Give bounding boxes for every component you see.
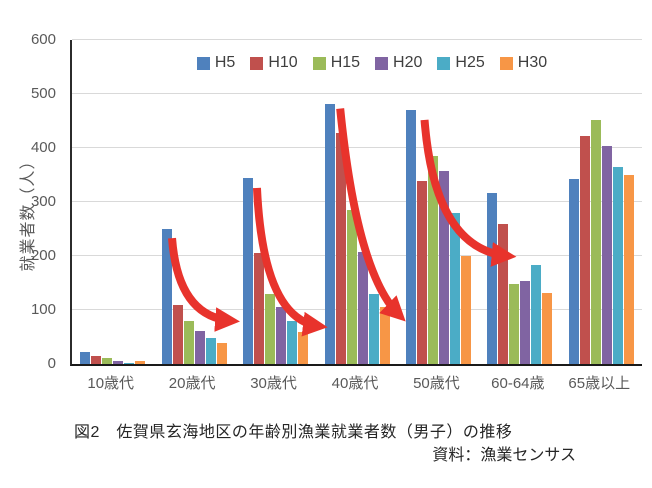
x-tick-label-40歳代: 40歳代 xyxy=(331,375,379,392)
x-tick-label-10歳代: 10歳代 xyxy=(87,375,135,392)
bar-H25-30歳代 xyxy=(287,320,298,364)
legend-label-h5: H5 xyxy=(214,54,236,71)
bar-H30-60-64歳 xyxy=(542,292,553,364)
x-tick-label-30歳代: 30歳代 xyxy=(250,375,297,392)
bar-H10-40歳代 xyxy=(335,132,346,364)
bar-H15-60-64歳 xyxy=(509,284,520,364)
x-tick-label-60-64歳: 60-64歳 xyxy=(491,375,545,392)
x-tick-label-50歳代: 50歳代 xyxy=(413,375,460,392)
gridline-400 xyxy=(72,147,642,148)
bar-H10-20歳代 xyxy=(172,304,183,364)
figure-source: 資料：漁業センサス xyxy=(432,447,576,464)
bar-H25-60-64歳 xyxy=(531,265,542,364)
legend-item-h15: H15 xyxy=(312,54,361,72)
y-tick-label-600: 600 xyxy=(30,31,56,48)
legend-swatch-h15 xyxy=(312,56,326,70)
bar-H30-50歳代 xyxy=(460,256,471,364)
bar-H10-65歳以上 xyxy=(579,136,590,364)
bar-H25-65歳以上 xyxy=(612,166,623,364)
legend-label-h30: H30 xyxy=(517,54,548,71)
x-tick-label-65歳以上: 65歳以上 xyxy=(568,375,631,392)
bar-H20-40歳代 xyxy=(357,252,368,364)
legend-label-h10: H10 xyxy=(268,54,298,71)
bar-H5-65歳以上 xyxy=(568,179,579,364)
y-tick-label-400: 400 xyxy=(30,139,56,156)
bar-H25-40歳代 xyxy=(368,293,379,364)
legend-swatch-h5 xyxy=(196,56,210,70)
bar-H15-40歳代 xyxy=(346,210,357,364)
legend-swatch-h20 xyxy=(375,56,389,70)
bar-H15-10歳代 xyxy=(102,358,113,364)
gridline-600 xyxy=(72,39,642,40)
bar-H30-30歳代 xyxy=(298,331,309,364)
bar-H10-50歳代 xyxy=(416,181,427,364)
bar-H30-65歳以上 xyxy=(623,175,634,364)
x-tick-label-20歳代: 20歳代 xyxy=(168,375,216,392)
bar-H20-50歳代 xyxy=(438,171,449,364)
gridline-500 xyxy=(72,93,642,94)
plot-area: H5 H10 H15 H20 H25 H30 xyxy=(70,39,642,366)
bar-H30-40歳代 xyxy=(379,307,390,364)
bar-H15-50歳代 xyxy=(427,156,438,364)
y-tick-label-100: 100 xyxy=(30,301,56,318)
bar-H20-30歳代 xyxy=(276,307,287,364)
legend-swatch-h25 xyxy=(437,56,451,70)
legend-swatch-h10 xyxy=(250,56,264,70)
y-tick-label-0: 0 xyxy=(47,355,56,372)
legend-label-h15: H15 xyxy=(330,54,361,71)
bar-H25-50歳代 xyxy=(449,212,460,364)
y-axis-ticks: 0 100 200 300 400 500 600 xyxy=(18,32,62,372)
legend-label-h20: H20 xyxy=(393,54,423,71)
figure-caption: 図2 佐賀県玄海地区の年齢別漁業就業者数（男子）の推移 xyxy=(74,424,513,441)
bar-H25-10歳代 xyxy=(124,362,135,364)
x-axis-ticks: 10歳代 20歳代 30歳代 40歳代 50歳代 60-64歳 65歳以上 xyxy=(70,372,640,394)
legend-item-h20: H20 xyxy=(375,54,422,72)
legend-item-h10: H10 xyxy=(250,54,298,72)
y-tick-label-200: 200 xyxy=(30,247,56,264)
bar-H20-60-64歳 xyxy=(520,281,531,364)
bar-H15-65歳以上 xyxy=(590,119,601,364)
y-tick-label-300: 300 xyxy=(30,193,56,210)
bar-H5-50歳代 xyxy=(405,110,416,364)
legend-label-h25: H25 xyxy=(455,54,485,71)
bar-H15-20歳代 xyxy=(183,320,194,364)
bar-H20-10歳代 xyxy=(113,361,124,364)
legend-item-h5: H5 xyxy=(196,54,236,72)
bar-H5-10歳代 xyxy=(80,352,91,364)
bar-H30-10歳代 xyxy=(135,361,146,364)
bar-H5-60-64歳 xyxy=(487,192,498,364)
bar-H5-20歳代 xyxy=(161,229,172,364)
bar-H10-30歳代 xyxy=(254,253,265,364)
bar-H20-65歳以上 xyxy=(601,146,612,364)
chart-legend: H5 H10 H15 H20 H25 H30 xyxy=(102,54,642,72)
bar-H25-20歳代 xyxy=(205,338,216,364)
bar-H10-10歳代 xyxy=(91,355,102,364)
gridline-300 xyxy=(72,201,642,202)
bar-H5-40歳代 xyxy=(324,103,335,364)
bar-H10-60-64歳 xyxy=(498,223,509,364)
legend-item-h30: H30 xyxy=(499,54,548,72)
legend-swatch-h30 xyxy=(499,56,513,70)
bar-H5-30歳代 xyxy=(243,177,254,364)
y-tick-label-500: 500 xyxy=(30,85,56,102)
bar-H15-30歳代 xyxy=(265,293,276,364)
legend-item-h25: H25 xyxy=(437,54,485,72)
bar-H30-20歳代 xyxy=(216,343,227,364)
bar-H20-20歳代 xyxy=(194,330,205,364)
